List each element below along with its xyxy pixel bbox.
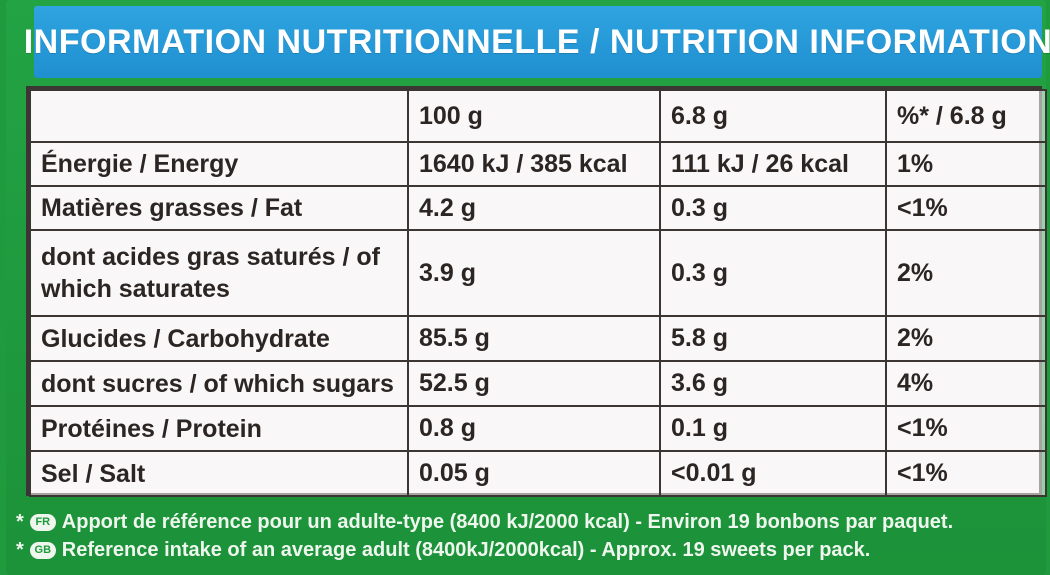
footnote-text-fr: Apport de référence pour un adulte-type … (61, 511, 954, 533)
footnote-text-gb: Reference intake of an average adult (84… (61, 539, 871, 561)
value-portion: 0.3 g (659, 229, 887, 317)
nutrient-label: dont sucres / of which sugars (29, 360, 409, 407)
value-portion: <0.01 g (659, 450, 887, 497)
nutrition-table: 100 g 6.8 g %* / 6.8 g Énergie / Energy … (26, 86, 1047, 497)
table-row: Glucides / Carbohydrate 85.5 g 5.8 g 2% (29, 315, 1047, 362)
footnote-asterisk: * (16, 511, 24, 533)
value-ri: 2% (885, 229, 1047, 317)
gb-flag-icon: GB (29, 541, 56, 559)
value-per100: 3.9 g (407, 229, 661, 317)
table-row: Protéines / Protein 0.8 g 0.1 g <1% (29, 405, 1047, 452)
nutrient-label: Glucides / Carbohydrate (29, 315, 409, 362)
table-header-row: 100 g 6.8 g %* / 6.8 g (29, 89, 1047, 143)
nutrient-label: dont acides gras saturés / of which satu… (29, 229, 409, 317)
footnote-asterisk: * (16, 539, 24, 561)
header-cell-portion: 6.8 g (659, 89, 887, 143)
value-per100: 0.8 g (407, 405, 661, 452)
footnotes: * FR Apport de référence pour un adulte-… (16, 508, 1046, 564)
nutrient-label: Matières grasses / Fat (29, 185, 409, 231)
table-row: Matières grasses / Fat 4.2 g 0.3 g <1% (29, 185, 1047, 231)
table-row: Énergie / Energy 1640 kJ / 385 kcal 111 … (29, 141, 1047, 187)
nutrition-header: INFORMATION NUTRITIONNELLE / NUTRITION I… (24, 6, 1050, 78)
value-portion: 3.6 g (659, 360, 887, 407)
value-per100: 4.2 g (407, 185, 661, 231)
nutrient-label: Sel / Salt (29, 450, 409, 497)
header-cell-ri: %* / 6.8 g (885, 89, 1047, 143)
table-row: dont acides gras saturés / of which satu… (29, 229, 1047, 317)
value-ri: <1% (885, 185, 1047, 231)
value-portion: 0.3 g (659, 185, 887, 231)
value-ri: 4% (885, 360, 1047, 407)
value-portion: 5.8 g (659, 315, 887, 362)
value-ri: 2% (885, 315, 1047, 362)
value-per100: 1640 kJ / 385 kcal (407, 141, 661, 187)
value-ri: 1% (885, 141, 1047, 187)
fr-flag-icon: FR (29, 513, 56, 531)
table-row: Sel / Salt 0.05 g <0.01 g <1% (29, 450, 1047, 497)
nutrient-label: Protéines / Protein (29, 405, 409, 452)
header-cell-label (29, 89, 409, 143)
nutrient-label: Énergie / Energy (29, 141, 409, 187)
header-cell-per100: 100 g (407, 89, 661, 143)
nutrition-label-panel: INFORMATION NUTRITIONNELLE / NUTRITION I… (6, 0, 1050, 575)
value-per100: 0.05 g (407, 450, 661, 497)
footnote-gb: * GB Reference intake of an average adul… (16, 536, 1046, 564)
nutrition-title: INFORMATION NUTRITIONNELLE / NUTRITION I… (23, 22, 1050, 61)
value-portion: 0.1 g (659, 405, 887, 452)
value-ri: <1% (885, 450, 1047, 497)
value-portion: 111 kJ / 26 kcal (659, 141, 887, 187)
value-ri: <1% (885, 405, 1047, 452)
value-per100: 52.5 g (407, 360, 661, 407)
value-per100: 85.5 g (407, 315, 661, 362)
table-row: dont sucres / of which sugars 52.5 g 3.6… (29, 360, 1047, 407)
footnote-fr: * FR Apport de référence pour un adulte-… (16, 508, 1046, 536)
